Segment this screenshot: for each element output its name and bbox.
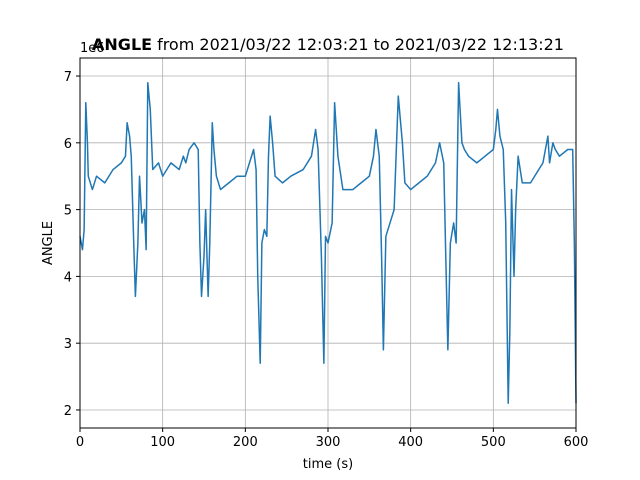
x-tick-label: 500 <box>481 435 506 450</box>
plot <box>79 81 577 405</box>
ticks: 0 100 200 300 400 500 600 2 3 4 5 6 7 <box>64 70 589 450</box>
x-tick-label: 300 <box>316 435 341 450</box>
y-tick-label: 3 <box>64 337 72 352</box>
chart-title: ANGLE from 2021/03/22 12:03:21 to 2021/03… <box>92 35 564 54</box>
grid <box>79 58 577 428</box>
x-tick-label: 0 <box>76 435 84 450</box>
y-tick-label: 4 <box>64 270 72 285</box>
y-tick-label: 5 <box>64 204 72 219</box>
x-axis-label: time (s) <box>303 457 353 472</box>
y-tick-label: 6 <box>64 137 72 152</box>
offset-label: 1e6 <box>80 41 105 56</box>
y-tick-label: 7 <box>64 70 72 85</box>
y-axis-label: ANGLE <box>41 221 56 265</box>
x-tick-label: 200 <box>233 435 258 450</box>
x-tick-label: 400 <box>398 435 423 450</box>
y-tick-label: 2 <box>64 404 72 419</box>
title-rest: from 2021/03/22 12:03:21 to 2021/03/22 1… <box>157 35 564 54</box>
title-name: ANGLE <box>92 35 152 54</box>
x-tick-label: 100 <box>150 435 175 450</box>
line-series <box>79 81 577 405</box>
x-tick-label: 600 <box>564 435 589 450</box>
